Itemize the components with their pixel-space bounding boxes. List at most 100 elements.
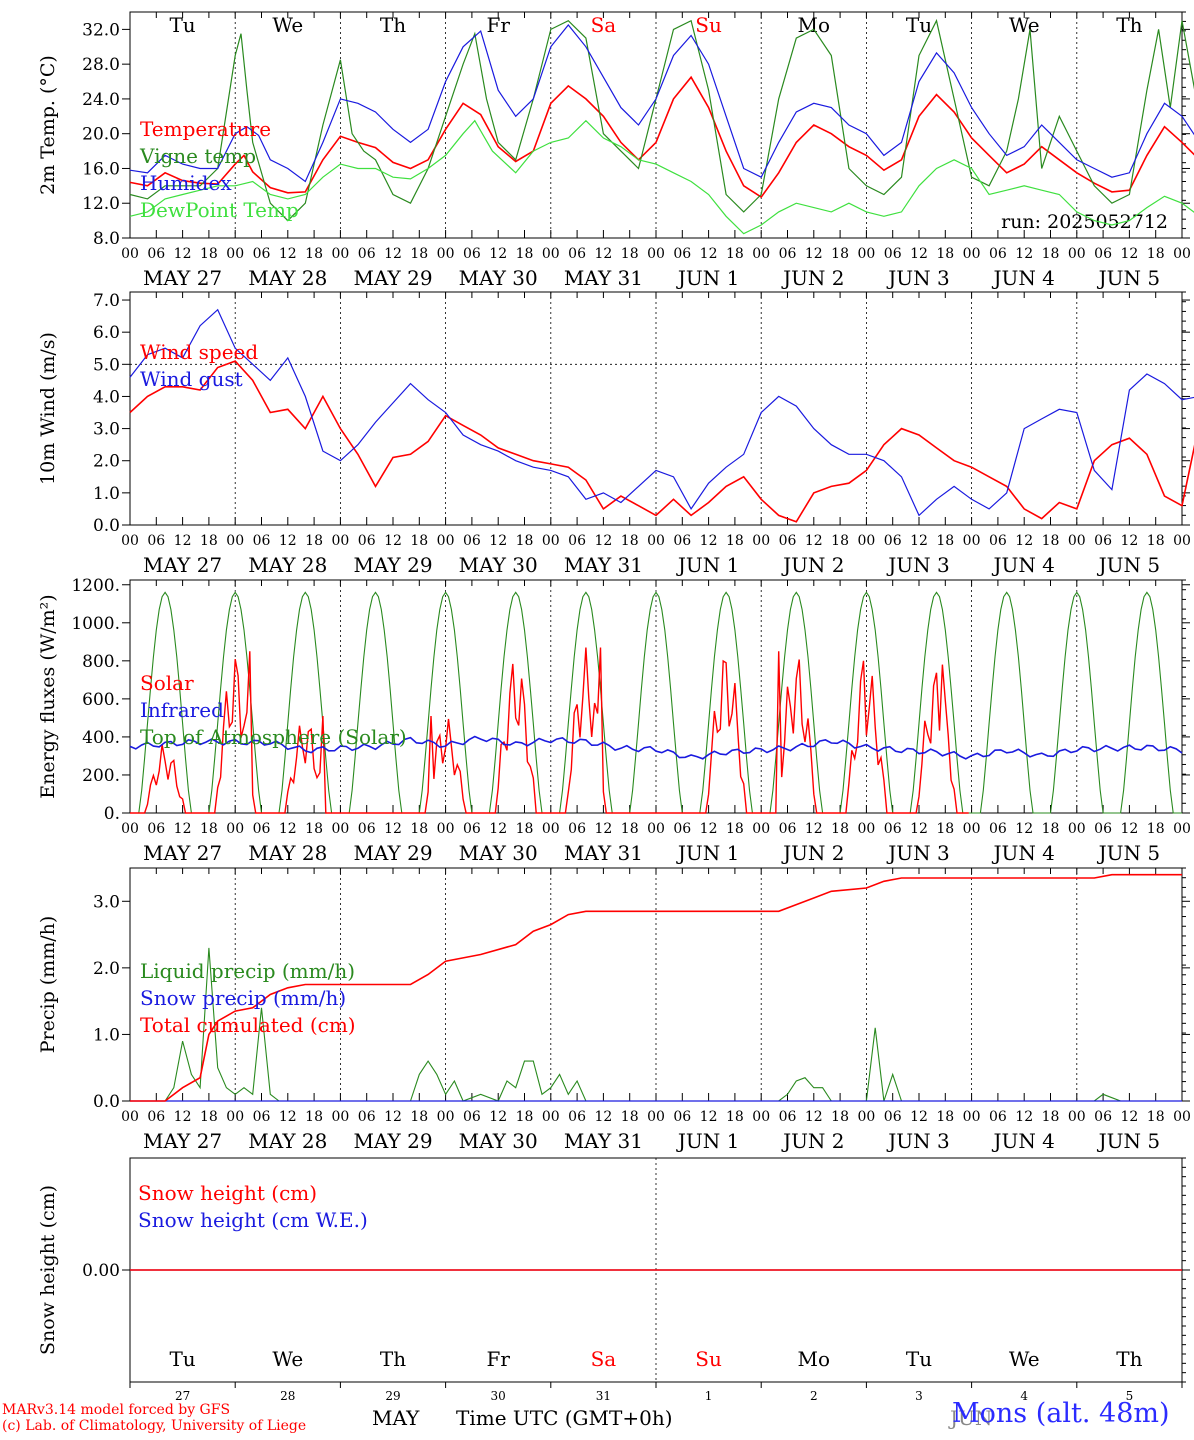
date-label: MAY 30: [459, 841, 538, 865]
series-infrared: [129, 735, 1183, 760]
hour-label: 18: [831, 246, 849, 262]
date-label: MAY 31: [564, 266, 643, 290]
hour-label: 18: [410, 533, 428, 549]
hour-label: 00: [1068, 533, 1086, 549]
y-tick-label: 24.0: [82, 90, 120, 110]
hour-label: 18: [410, 246, 428, 262]
hour-label: 00: [121, 821, 139, 837]
y-tick-label: 12.0: [82, 194, 120, 214]
hour-label: 06: [989, 1109, 1007, 1125]
hour-label: 18: [516, 246, 534, 262]
hour-label: 00: [1173, 246, 1191, 262]
hour-label: 00: [647, 821, 665, 837]
hour-label: 12: [700, 246, 718, 262]
date-label: JUN 2: [781, 266, 844, 290]
hour-label: 06: [147, 821, 165, 837]
hour-label: 12: [1120, 1109, 1138, 1125]
weekday-label: Sa: [591, 13, 617, 37]
hour-label: 06: [884, 821, 902, 837]
hour-label: 18: [726, 821, 744, 837]
hour-label: 12: [384, 246, 402, 262]
hour-label: 12: [489, 246, 507, 262]
hour-label: 06: [779, 246, 797, 262]
y-tick-label: 28.0: [82, 55, 120, 75]
panel-5: 0.00 Snow height (cm) Snow height (cm) Snow…: [37, 1157, 1190, 1403]
series-blue: [129, 308, 1194, 517]
legend-entry: Snow height (cm W.E.): [138, 1208, 368, 1232]
hour-label: 18: [936, 1109, 954, 1125]
hour-label: 12: [700, 1109, 718, 1125]
hour-label: 12: [700, 821, 718, 837]
hour-label: 12: [1015, 246, 1033, 262]
hour-label: 00: [963, 1109, 981, 1125]
date-label: MAY 30: [459, 266, 538, 290]
hour-label: 18: [726, 246, 744, 262]
hour-label: 00: [331, 821, 349, 837]
hour-label: 06: [1094, 1109, 1112, 1125]
hour-label: 06: [568, 821, 586, 837]
hour-label: 12: [174, 821, 192, 837]
weekday-label: Tu: [169, 13, 195, 37]
hour-label: 18: [936, 821, 954, 837]
legend-entry: Snow precip (mm/h): [140, 986, 346, 1010]
hour-label: 00: [437, 246, 455, 262]
day-number-label: 30: [491, 1389, 506, 1403]
hour-label: 06: [779, 1109, 797, 1125]
hour-label: 00: [331, 1109, 349, 1125]
panel-4: 3.0 2.0 1.0 0.0 Precip (mm/h) 00 06 12 18 00 06 12 1…: [37, 867, 1191, 1153]
legend-entry: Infrared: [140, 698, 224, 722]
hour-label: 12: [384, 533, 402, 549]
y-tick-label: 0.00: [82, 1261, 120, 1281]
hour-label: 12: [1015, 821, 1033, 837]
date-label: MAY 29: [353, 1129, 432, 1153]
hour-label: 12: [174, 533, 192, 549]
hour-label: 18: [1147, 1109, 1165, 1125]
hour-label: 12: [279, 246, 297, 262]
y-tick-label: 0.0: [93, 1092, 120, 1112]
hour-label: 18: [726, 533, 744, 549]
hour-label: 18: [305, 246, 323, 262]
y-tick-label: 1000.: [71, 614, 120, 634]
panel-1: 32.0 28.0 24.0 20.0 16.0 12.0 8.0 2m Temp. (°C)…: [37, 11, 1194, 290]
hour-label: 18: [621, 533, 639, 549]
y-tick-label: 6.0: [93, 323, 120, 343]
hour-label: 12: [1015, 533, 1033, 549]
y-tick-label: 2.0: [93, 959, 120, 979]
legend-entry: Solar: [140, 671, 194, 695]
hour-label: 12: [489, 1109, 507, 1125]
weekday-label: Tu: [169, 1347, 195, 1371]
hour-label: 00: [542, 821, 560, 837]
date-label: JUN 5: [1097, 266, 1160, 290]
weekday-label: Sa: [591, 1347, 617, 1371]
y-axis-label: 10m Wind (m/s): [37, 332, 59, 485]
legend-entry: Vigne temp: [139, 144, 256, 168]
date-label: MAY 28: [248, 553, 327, 577]
hour-label: 06: [1094, 821, 1112, 837]
station-label: Mons (alt. 48m): [952, 1398, 1170, 1429]
hour-label: 18: [1042, 821, 1060, 837]
date-label: JUN 3: [886, 553, 949, 577]
hour-label: 00: [331, 533, 349, 549]
hour-label: 18: [305, 821, 323, 837]
weekday-label: Mo: [798, 13, 831, 37]
hour-label: 00: [752, 1109, 770, 1125]
date-label: MAY 31: [564, 841, 643, 865]
date-label: JUN 2: [781, 553, 844, 577]
hour-label: 00: [1068, 821, 1086, 837]
day-number-label: 1: [705, 1389, 713, 1403]
day-number-label: 2: [810, 1389, 818, 1403]
hour-label: 00: [963, 821, 981, 837]
hour-label: 06: [147, 246, 165, 262]
series-green: [129, 18, 1194, 222]
model-credit-line1: MARv3.14 model forced by GFS: [2, 1402, 231, 1418]
hour-label: 12: [1120, 821, 1138, 837]
date-label: MAY 27: [143, 553, 222, 577]
date-label: JUN 4: [991, 1129, 1054, 1153]
date-label: JUN 1: [676, 1129, 739, 1153]
hour-label: 00: [647, 533, 665, 549]
y-axis-label: 2m Temp. (°C): [37, 55, 59, 195]
hour-label: 06: [673, 533, 691, 549]
hour-label: 00: [1068, 246, 1086, 262]
hour-label: 12: [910, 533, 928, 549]
hour-label: 18: [410, 1109, 428, 1125]
